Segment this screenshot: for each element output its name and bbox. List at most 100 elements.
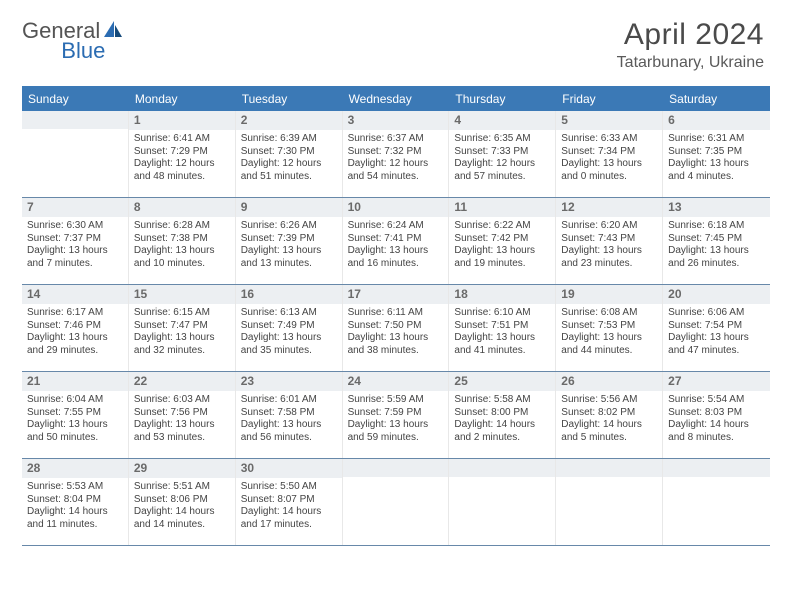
dow-thu: Thursday — [449, 87, 556, 111]
dow-wed: Wednesday — [343, 87, 450, 111]
day-number: 30 — [236, 459, 342, 478]
day-body: Sunrise: 6:03 AMSunset: 7:56 PMDaylight:… — [129, 391, 235, 448]
day-body: Sunrise: 5:51 AMSunset: 8:06 PMDaylight:… — [129, 478, 235, 535]
day-day1: Daylight: 13 hours — [561, 245, 657, 258]
day-number: 3 — [343, 111, 449, 130]
day-day2: and 54 minutes. — [348, 171, 444, 184]
day-body: Sunrise: 6:13 AMSunset: 7:49 PMDaylight:… — [236, 304, 342, 361]
day-cell: 20Sunrise: 6:06 AMSunset: 7:54 PMDayligh… — [663, 285, 770, 371]
day-sunrise: Sunrise: 6:13 AM — [241, 307, 337, 320]
day-number — [663, 459, 770, 477]
day-day2: and 26 minutes. — [668, 258, 765, 271]
day-day1: Daylight: 13 hours — [134, 332, 230, 345]
day-number: 12 — [556, 198, 662, 217]
day-day1: Daylight: 12 hours — [454, 158, 550, 171]
day-cell — [449, 459, 556, 545]
dow-row: Sunday Monday Tuesday Wednesday Thursday… — [22, 87, 770, 111]
day-cell — [343, 459, 450, 545]
day-cell: 29Sunrise: 5:51 AMSunset: 8:06 PMDayligh… — [129, 459, 236, 545]
day-body: Sunrise: 6:10 AMSunset: 7:51 PMDaylight:… — [449, 304, 555, 361]
day-sunrise: Sunrise: 6:28 AM — [134, 220, 230, 233]
day-sunset: Sunset: 7:35 PM — [668, 146, 765, 159]
day-sunrise: Sunrise: 6:06 AM — [668, 307, 765, 320]
day-day2: and 35 minutes. — [241, 345, 337, 358]
day-body: Sunrise: 6:41 AMSunset: 7:29 PMDaylight:… — [129, 130, 235, 187]
weeks-container: 1Sunrise: 6:41 AMSunset: 7:29 PMDaylight… — [22, 111, 770, 546]
day-body: Sunrise: 6:35 AMSunset: 7:33 PMDaylight:… — [449, 130, 555, 187]
calendar: Sunday Monday Tuesday Wednesday Thursday… — [22, 86, 770, 546]
day-day1: Daylight: 12 hours — [134, 158, 230, 171]
day-body: Sunrise: 5:53 AMSunset: 8:04 PMDaylight:… — [22, 478, 128, 535]
day-day2: and 8 minutes. — [668, 432, 765, 445]
day-day2: and 16 minutes. — [348, 258, 444, 271]
day-day2: and 48 minutes. — [134, 171, 230, 184]
dow-mon: Monday — [129, 87, 236, 111]
day-day2: and 32 minutes. — [134, 345, 230, 358]
day-body: Sunrise: 6:04 AMSunset: 7:55 PMDaylight:… — [22, 391, 128, 448]
day-body: Sunrise: 5:58 AMSunset: 8:00 PMDaylight:… — [449, 391, 555, 448]
day-number — [556, 459, 662, 477]
day-day1: Daylight: 13 hours — [134, 419, 230, 432]
day-day1: Daylight: 14 hours — [561, 419, 657, 432]
day-body: Sunrise: 6:30 AMSunset: 7:37 PMDaylight:… — [22, 217, 128, 274]
day-body: Sunrise: 5:50 AMSunset: 8:07 PMDaylight:… — [236, 478, 342, 535]
day-number: 27 — [663, 372, 770, 391]
day-sunset: Sunset: 8:03 PM — [668, 407, 765, 420]
day-sunset: Sunset: 7:39 PM — [241, 233, 337, 246]
day-day2: and 0 minutes. — [561, 171, 657, 184]
day-cell: 17Sunrise: 6:11 AMSunset: 7:50 PMDayligh… — [343, 285, 450, 371]
day-sunset: Sunset: 7:34 PM — [561, 146, 657, 159]
day-number: 1 — [129, 111, 235, 130]
day-number: 13 — [663, 198, 770, 217]
day-sunset: Sunset: 7:45 PM — [668, 233, 765, 246]
day-day2: and 13 minutes. — [241, 258, 337, 271]
day-day2: and 2 minutes. — [454, 432, 550, 445]
day-cell: 1Sunrise: 6:41 AMSunset: 7:29 PMDaylight… — [129, 111, 236, 197]
day-cell: 22Sunrise: 6:03 AMSunset: 7:56 PMDayligh… — [129, 372, 236, 458]
day-body: Sunrise: 6:37 AMSunset: 7:32 PMDaylight:… — [343, 130, 449, 187]
day-number: 8 — [129, 198, 235, 217]
day-day1: Daylight: 13 hours — [668, 158, 765, 171]
day-day2: and 23 minutes. — [561, 258, 657, 271]
dow-sat: Saturday — [663, 87, 770, 111]
day-sunset: Sunset: 8:02 PM — [561, 407, 657, 420]
day-day1: Daylight: 13 hours — [241, 245, 337, 258]
dow-fri: Friday — [556, 87, 663, 111]
day-sunrise: Sunrise: 5:54 AM — [668, 394, 765, 407]
week-row: 7Sunrise: 6:30 AMSunset: 7:37 PMDaylight… — [22, 198, 770, 285]
day-sunrise: Sunrise: 6:22 AM — [454, 220, 550, 233]
day-number — [22, 111, 128, 129]
day-cell: 7Sunrise: 6:30 AMSunset: 7:37 PMDaylight… — [22, 198, 129, 284]
day-cell: 30Sunrise: 5:50 AMSunset: 8:07 PMDayligh… — [236, 459, 343, 545]
day-number: 14 — [22, 285, 128, 304]
day-number: 22 — [129, 372, 235, 391]
day-day2: and 10 minutes. — [134, 258, 230, 271]
day-day1: Daylight: 14 hours — [27, 506, 123, 519]
day-sunset: Sunset: 8:00 PM — [454, 407, 550, 420]
day-cell: 4Sunrise: 6:35 AMSunset: 7:33 PMDaylight… — [449, 111, 556, 197]
day-body: Sunrise: 6:26 AMSunset: 7:39 PMDaylight:… — [236, 217, 342, 274]
day-cell: 23Sunrise: 6:01 AMSunset: 7:58 PMDayligh… — [236, 372, 343, 458]
day-sunrise: Sunrise: 6:30 AM — [27, 220, 123, 233]
day-sunrise: Sunrise: 6:37 AM — [348, 133, 444, 146]
day-cell: 21Sunrise: 6:04 AMSunset: 7:55 PMDayligh… — [22, 372, 129, 458]
day-number: 28 — [22, 459, 128, 478]
day-body: Sunrise: 6:31 AMSunset: 7:35 PMDaylight:… — [663, 130, 770, 187]
day-cell: 26Sunrise: 5:56 AMSunset: 8:02 PMDayligh… — [556, 372, 663, 458]
day-sunrise: Sunrise: 5:58 AM — [454, 394, 550, 407]
day-day1: Daylight: 13 hours — [561, 332, 657, 345]
location-label: Tatarbunary, Ukraine — [617, 54, 764, 72]
day-day1: Daylight: 13 hours — [454, 245, 550, 258]
day-day1: Daylight: 13 hours — [134, 245, 230, 258]
day-cell: 14Sunrise: 6:17 AMSunset: 7:46 PMDayligh… — [22, 285, 129, 371]
week-row: 21Sunrise: 6:04 AMSunset: 7:55 PMDayligh… — [22, 372, 770, 459]
day-body: Sunrise: 6:33 AMSunset: 7:34 PMDaylight:… — [556, 130, 662, 187]
day-day2: and 17 minutes. — [241, 519, 337, 532]
title-block: April 2024 Tatarbunary, Ukraine — [617, 18, 764, 72]
day-number: 11 — [449, 198, 555, 217]
brand-logo: General Blue — [22, 18, 173, 44]
day-day2: and 4 minutes. — [668, 171, 765, 184]
day-number: 6 — [663, 111, 770, 130]
day-cell: 8Sunrise: 6:28 AMSunset: 7:38 PMDaylight… — [129, 198, 236, 284]
day-cell: 13Sunrise: 6:18 AMSunset: 7:45 PMDayligh… — [663, 198, 770, 284]
